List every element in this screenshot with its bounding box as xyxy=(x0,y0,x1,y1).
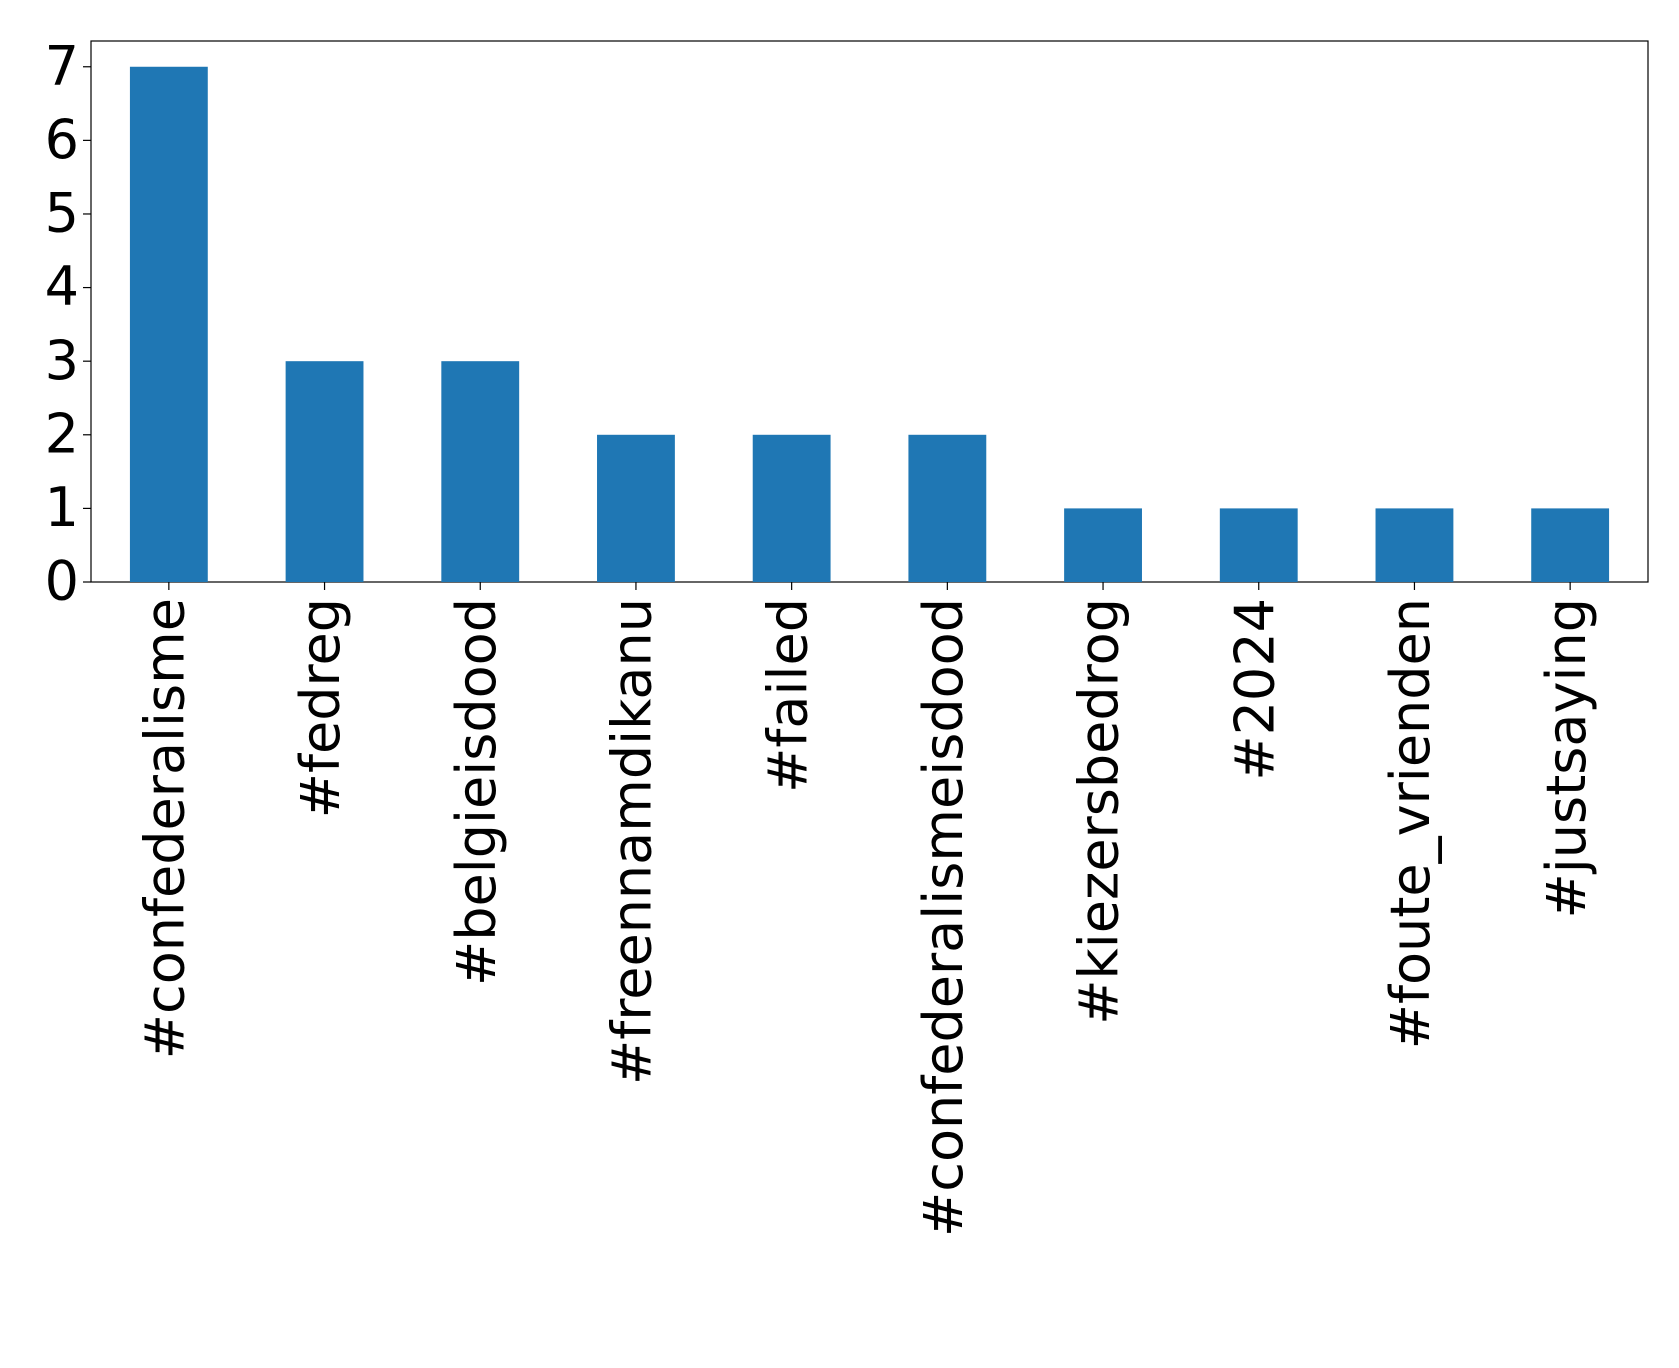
x-tick-label: #confederalisme xyxy=(133,598,196,1059)
x-tick-label: #confederalismeisdood xyxy=(912,598,975,1237)
y-tick-label: 1 xyxy=(45,476,79,539)
x-tick-label: #justsaying xyxy=(1535,598,1598,918)
x-tick-label: #freennamdikanu xyxy=(601,598,664,1085)
bar xyxy=(285,361,364,582)
x-tick-label: #belgieisdood xyxy=(445,598,508,986)
y-tick-label: 7 xyxy=(45,34,79,97)
y-tick-label: 6 xyxy=(45,108,79,171)
x-tick-label: #failed xyxy=(756,598,819,793)
bar xyxy=(1219,508,1298,582)
y-tick-label: 5 xyxy=(45,182,79,245)
x-tick-label: #foute_vrienden xyxy=(1379,598,1442,1049)
bar xyxy=(129,66,208,582)
plot-frame xyxy=(90,40,1649,583)
y-tick-label: 4 xyxy=(45,255,79,318)
bar xyxy=(1375,508,1454,582)
bar xyxy=(597,434,675,582)
bar xyxy=(1064,508,1142,582)
y-tick-label: 0 xyxy=(45,550,79,613)
bar xyxy=(441,361,520,582)
y-tick-label: 2 xyxy=(45,402,79,465)
x-tick-label: #fedreg xyxy=(289,598,352,818)
bar xyxy=(752,434,831,582)
x-tick-label: #kiezersbedrog xyxy=(1068,598,1131,1025)
bar xyxy=(908,434,987,582)
x-tick-label: #2024 xyxy=(1223,598,1286,781)
bar xyxy=(1531,508,1610,582)
y-tick-label: 3 xyxy=(45,329,79,392)
